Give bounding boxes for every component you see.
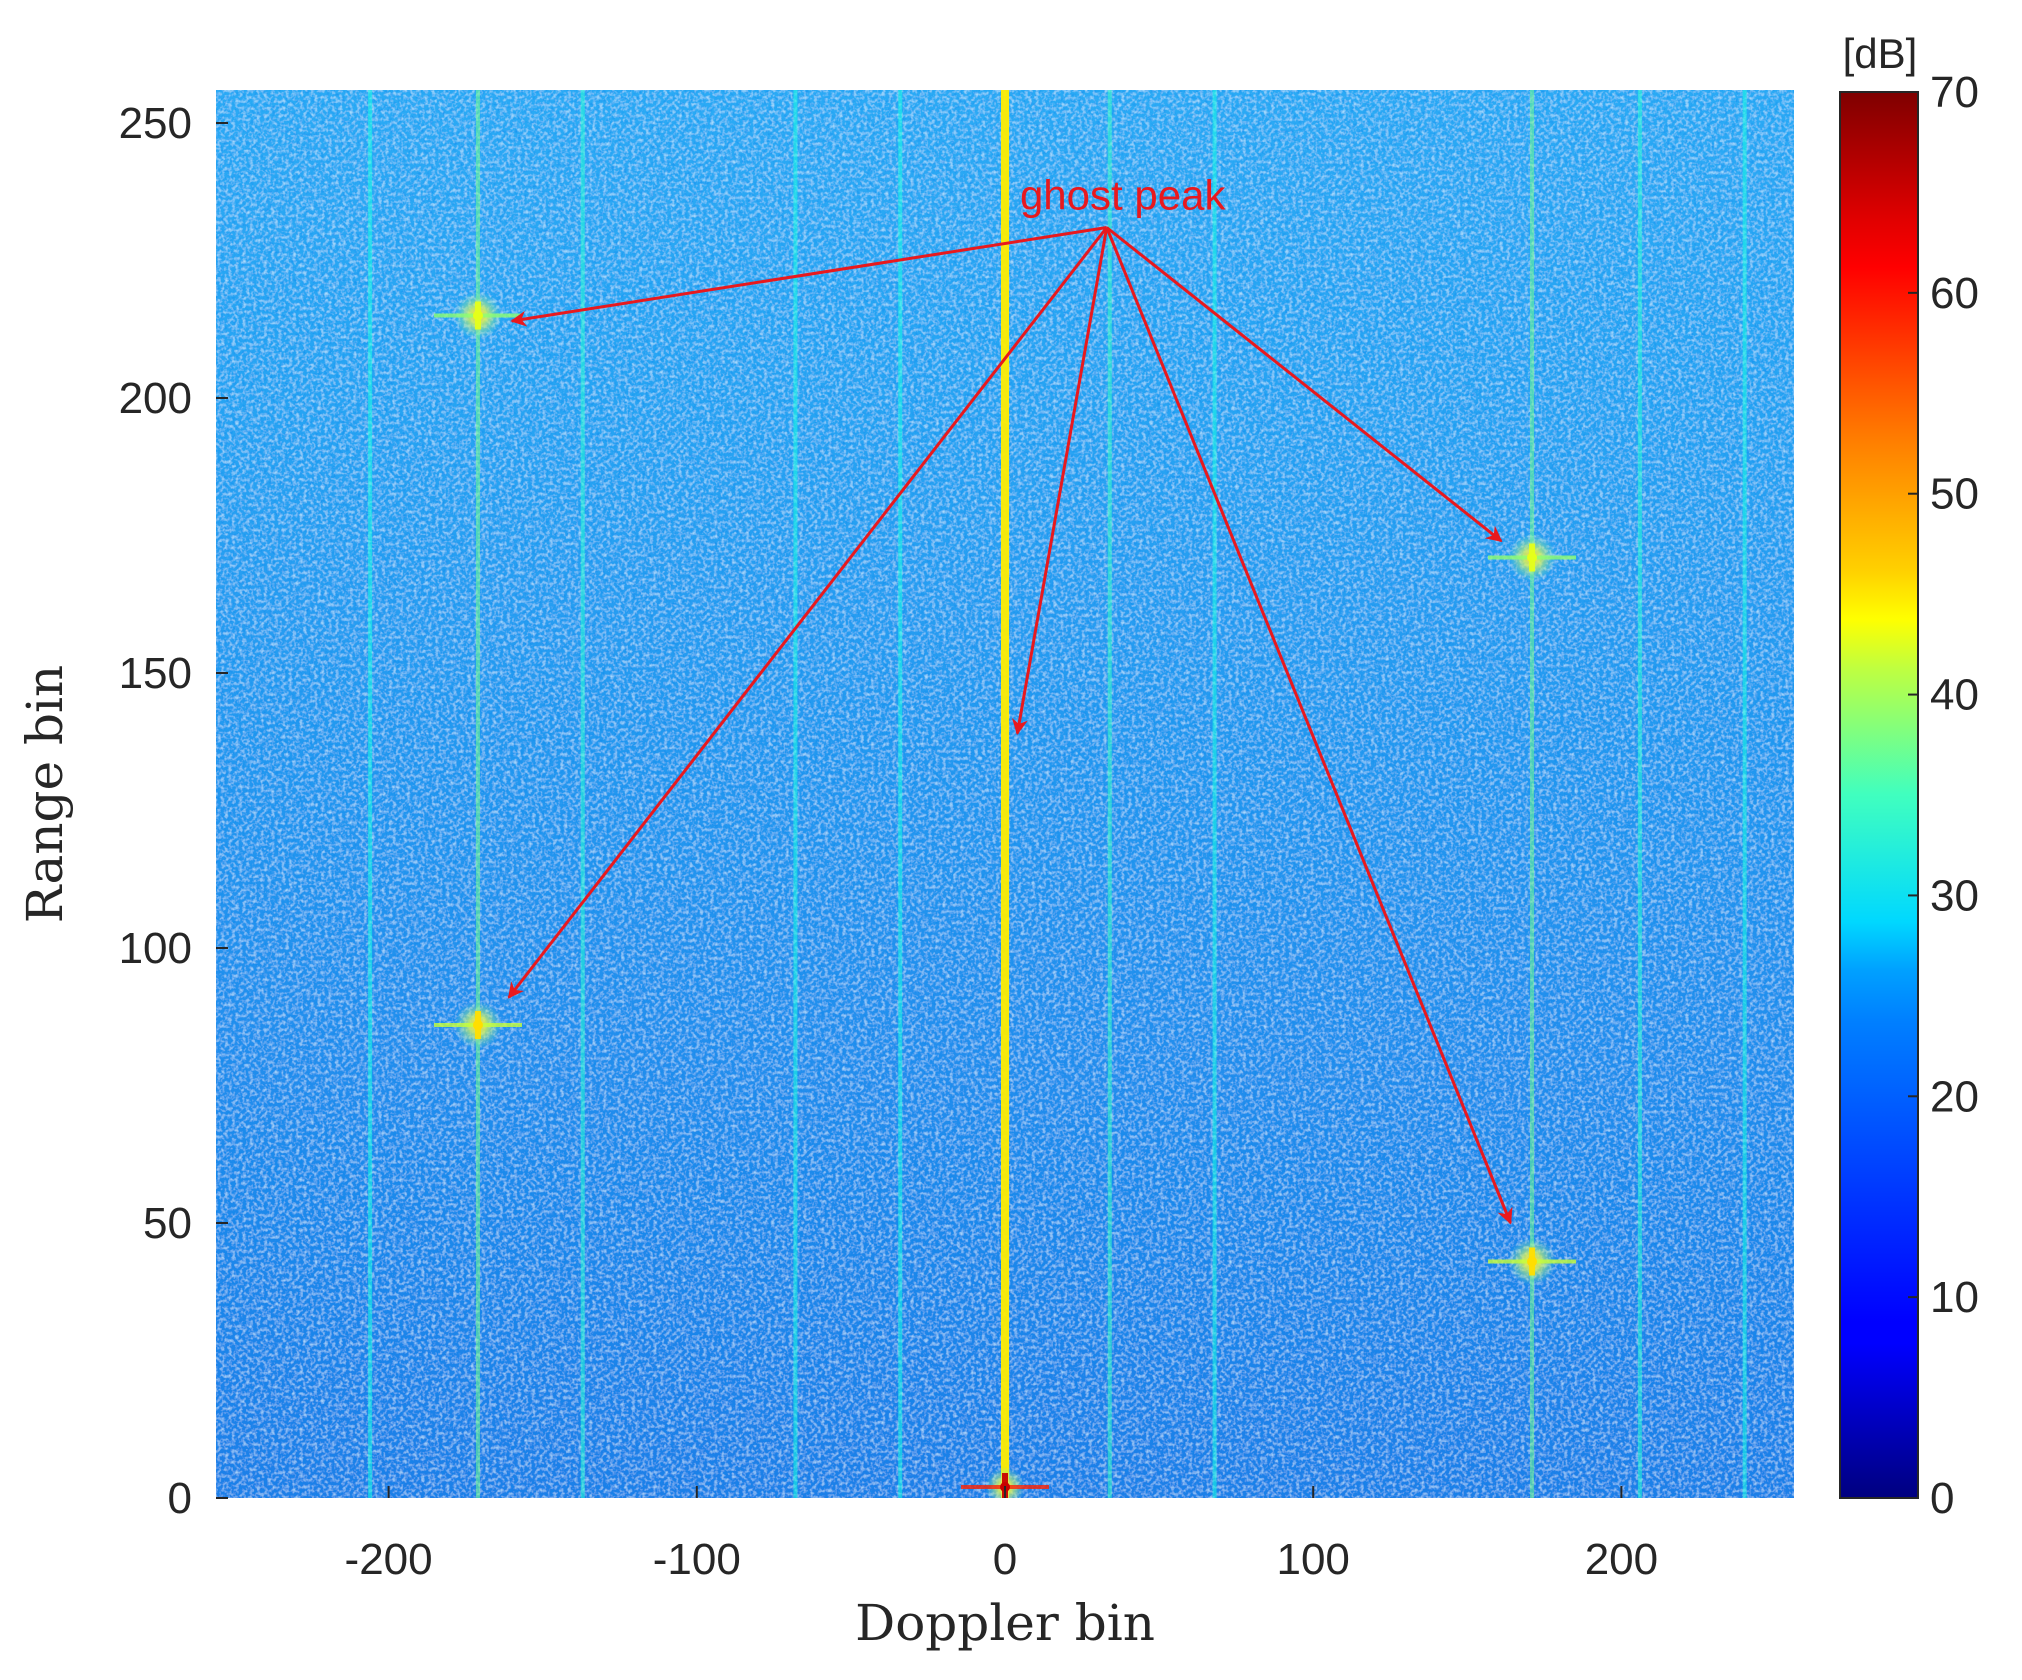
- peak-marker: [1488, 533, 1577, 582]
- doppler-stripe: [1742, 90, 1747, 1498]
- ghost-peak-arrow: [1105, 226, 1513, 1225]
- colorbar-tick-label: 20: [1930, 1072, 1979, 1121]
- y-tick-label: 200: [119, 374, 192, 423]
- doppler-stripe: [580, 90, 585, 1498]
- x-tick-label: -100: [653, 1535, 741, 1584]
- doppler-stripe: [1637, 90, 1642, 1498]
- doppler-stripe: [898, 90, 903, 1498]
- doppler-stripe: [368, 90, 373, 1498]
- doppler-stripe: [1107, 90, 1112, 1498]
- y-tick-label: 0: [168, 1474, 192, 1523]
- ghost-peak-arrow: [1105, 226, 1503, 543]
- x-axis-ticks: -200 -100 0 100 200: [345, 1486, 1658, 1584]
- colorbar-tick-label: 70: [1930, 68, 1979, 117]
- peak-markers: [433, 291, 1577, 1498]
- ghost-peak-arrow: [510, 226, 1107, 327]
- doppler-stripe: [475, 90, 480, 1498]
- doppler-stripes: [368, 90, 1747, 1498]
- colorbar-tick-label: 30: [1930, 871, 1979, 920]
- x-axis-label: Doppler bin: [855, 1594, 1155, 1652]
- colorbar-tick-label: 40: [1930, 671, 1979, 720]
- y-tick-label: 50: [143, 1199, 192, 1248]
- doppler-stripe: [1530, 90, 1535, 1498]
- peak-marker: [433, 1001, 522, 1049]
- colorbar-gradient: [1839, 91, 1919, 1499]
- x-tick-label: 100: [1276, 1535, 1349, 1584]
- colorbar: [dB] 0 10 20 30 40 50 60 70: [1839, 30, 1979, 1523]
- y-tick-label: 150: [119, 649, 192, 698]
- y-axis-label: Range bin: [16, 665, 74, 924]
- doppler-stripe: [793, 90, 798, 1498]
- colorbar-unit-label: [dB]: [1843, 30, 1918, 77]
- y-tick-label: 250: [119, 99, 192, 148]
- colorbar-tick-label: 60: [1930, 269, 1979, 318]
- plot-area: ghost peak: [216, 90, 1794, 1498]
- colorbar-tick-label: 50: [1930, 470, 1979, 519]
- peak-marker: [433, 291, 522, 340]
- x-tick-label: -200: [345, 1535, 433, 1584]
- peak-marker: [1488, 1237, 1577, 1286]
- annotation-ghost-peak: ghost peak: [1020, 172, 1226, 219]
- doppler-stripe: [1001, 90, 1009, 1498]
- y-axis-ticks: 0 50 100 150 200 250: [119, 99, 228, 1523]
- ghost-peak-arrow: [507, 226, 1108, 999]
- annotation-arrows: [507, 226, 1513, 1225]
- ghost-peak-arrow: [1011, 227, 1109, 736]
- colorbar-ticks: 0 10 20 30 40 50 60 70: [1908, 68, 1979, 1523]
- doppler-stripe: [1212, 90, 1217, 1498]
- x-tick-label: 200: [1585, 1535, 1658, 1584]
- x-tick-label: 0: [993, 1535, 1017, 1584]
- colorbar-tick-label: 0: [1930, 1474, 1954, 1523]
- y-tick-label: 100: [119, 924, 192, 973]
- colorbar-tick-label: 10: [1930, 1273, 1979, 1322]
